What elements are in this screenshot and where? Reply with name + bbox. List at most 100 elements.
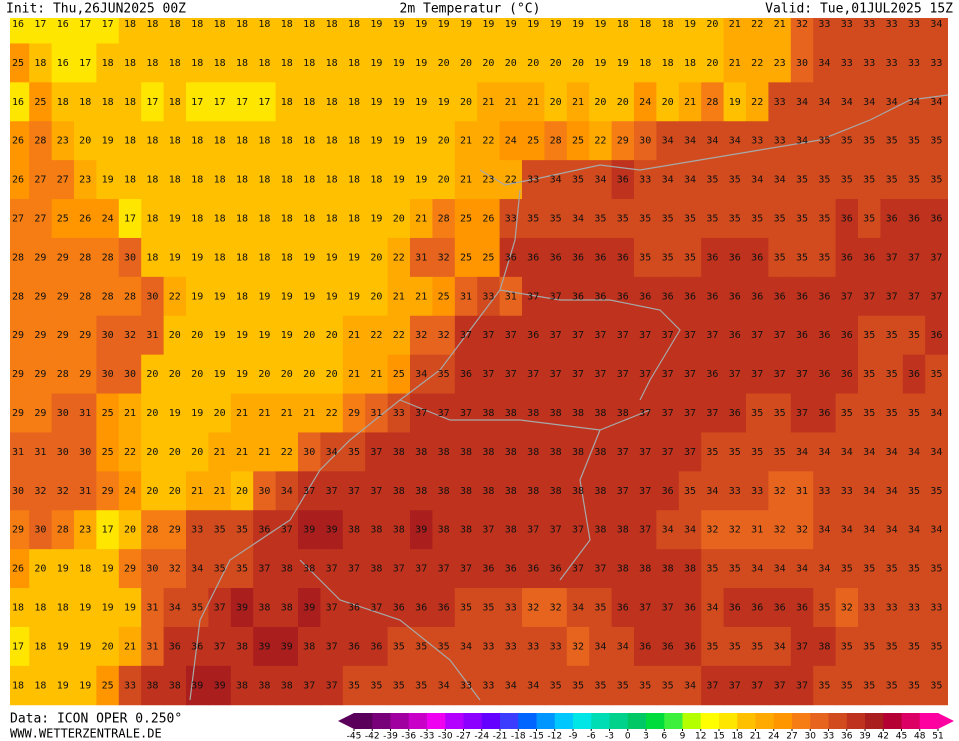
temperature-value: 39 (258, 641, 270, 652)
temperature-cell (208, 549, 232, 589)
temperature-value: 35 (594, 603, 606, 614)
colorbar-label: -27 (456, 732, 471, 741)
temperature-value: 18 (236, 252, 248, 263)
temperature-value: 33 (818, 19, 830, 30)
temperature-value: 38 (572, 447, 584, 458)
temperature-value: 33 (482, 641, 494, 652)
temperature-value: 27 (34, 175, 46, 186)
data-source: Data: ICON OPER 0.250° (10, 712, 182, 727)
temperature-cell (902, 121, 926, 161)
temperature-value: 27 (34, 214, 46, 225)
temperature-cell (454, 432, 478, 472)
temperature-cell (768, 665, 792, 706)
temperature-value: 37 (639, 486, 651, 497)
temperature-value: 18 (124, 136, 136, 147)
map-title: 2m Temperatur (°C) (400, 2, 541, 17)
temperature-value: 38 (236, 680, 248, 691)
temperature-value: 37 (326, 641, 338, 652)
temperature-cell (678, 549, 702, 589)
temperature-cell (701, 354, 725, 395)
temperature-value: 18 (169, 58, 181, 69)
temperature-cell (432, 665, 456, 706)
temperature-cell (477, 121, 501, 161)
temperature-value: 36 (841, 252, 853, 263)
temperature-cell (880, 18, 904, 44)
colorbar-label: -6 (587, 732, 596, 741)
temperature-value: 35 (706, 564, 718, 575)
temperature-value: 36 (527, 252, 539, 263)
temperature-cell (544, 626, 568, 667)
colorbar-label: -45 (347, 732, 362, 741)
temperature-cell (835, 588, 859, 628)
temperature-cell (230, 665, 254, 706)
temperature-cell (858, 393, 881, 433)
temperature-cell (320, 199, 344, 239)
temperature-value: 25 (102, 447, 114, 458)
temperature-cell (454, 237, 478, 278)
temperature-cell (634, 354, 657, 395)
temperature-value: 20 (281, 369, 293, 380)
temperature-value: 19 (102, 136, 114, 147)
temperature-cell (880, 237, 904, 278)
temperature-cell (208, 510, 232, 550)
temperature-cell (499, 432, 523, 472)
temperature-value: 36 (706, 291, 718, 302)
temperature-cell (141, 121, 165, 161)
temperature-value: 37 (617, 486, 629, 497)
temperature-cell (835, 626, 859, 667)
colorbar-label: -15 (529, 732, 544, 741)
temperature-value: 18 (303, 175, 315, 186)
temperature-value: 22 (281, 447, 293, 458)
temperature-cell (499, 549, 523, 589)
temperature-value: 34 (774, 175, 786, 186)
temperature-cell (96, 549, 120, 589)
temperature-value: 34 (863, 447, 875, 458)
temperature-value: 37 (662, 603, 674, 614)
temperature-cell (656, 665, 680, 706)
temperature-value: 38 (594, 486, 606, 497)
temperature-value: 35 (572, 175, 584, 186)
temperature-cell (835, 510, 859, 550)
temperature-value: 18 (34, 641, 46, 652)
temperature-value: 35 (729, 214, 741, 225)
temperature-cell (253, 276, 277, 317)
temperature-value: 17 (191, 97, 203, 108)
temperature-value: 29 (348, 408, 360, 419)
temperature-cell (253, 121, 277, 161)
temperature-cell (163, 199, 187, 239)
temperature-value: 38 (550, 486, 562, 497)
temperature-value: 38 (393, 447, 405, 458)
temperature-value: 33 (886, 603, 898, 614)
temperature-value: 20 (460, 58, 472, 69)
temperature-value: 27 (12, 214, 24, 225)
temperature-value: 17 (124, 214, 136, 225)
temperature-cell (29, 471, 53, 511)
temperature-value: 36 (550, 564, 562, 575)
temperature-value: 19 (191, 291, 203, 302)
temperature-value: 20 (191, 330, 203, 341)
temperature-cell (902, 588, 926, 628)
temperature-value: 37 (460, 330, 472, 341)
temperature-value: 37 (639, 330, 651, 341)
temperature-cell (51, 82, 75, 122)
temperature-cell (723, 160, 747, 200)
temperature-cell (275, 237, 299, 278)
temperature-cell (51, 276, 75, 317)
temperature-cell (925, 393, 948, 433)
temperature-cell (163, 626, 187, 667)
temperature-value: 19 (393, 58, 405, 69)
temperature-cell (10, 432, 30, 472)
temperature-cell (522, 549, 545, 589)
temperature-value: 22 (594, 136, 606, 147)
temperature-value: 35 (594, 680, 606, 691)
colorbar-label: 45 (896, 732, 907, 741)
temperature-cell (29, 315, 53, 356)
temperature-cell (880, 43, 904, 83)
temperature-cell (522, 626, 545, 667)
temperature-cell (656, 82, 680, 122)
temperature-cell (74, 549, 97, 589)
colorbar-bin (518, 713, 537, 729)
temperature-value: 32 (706, 525, 718, 536)
temperature-value: 31 (79, 408, 91, 419)
temperature-cell (925, 43, 948, 83)
